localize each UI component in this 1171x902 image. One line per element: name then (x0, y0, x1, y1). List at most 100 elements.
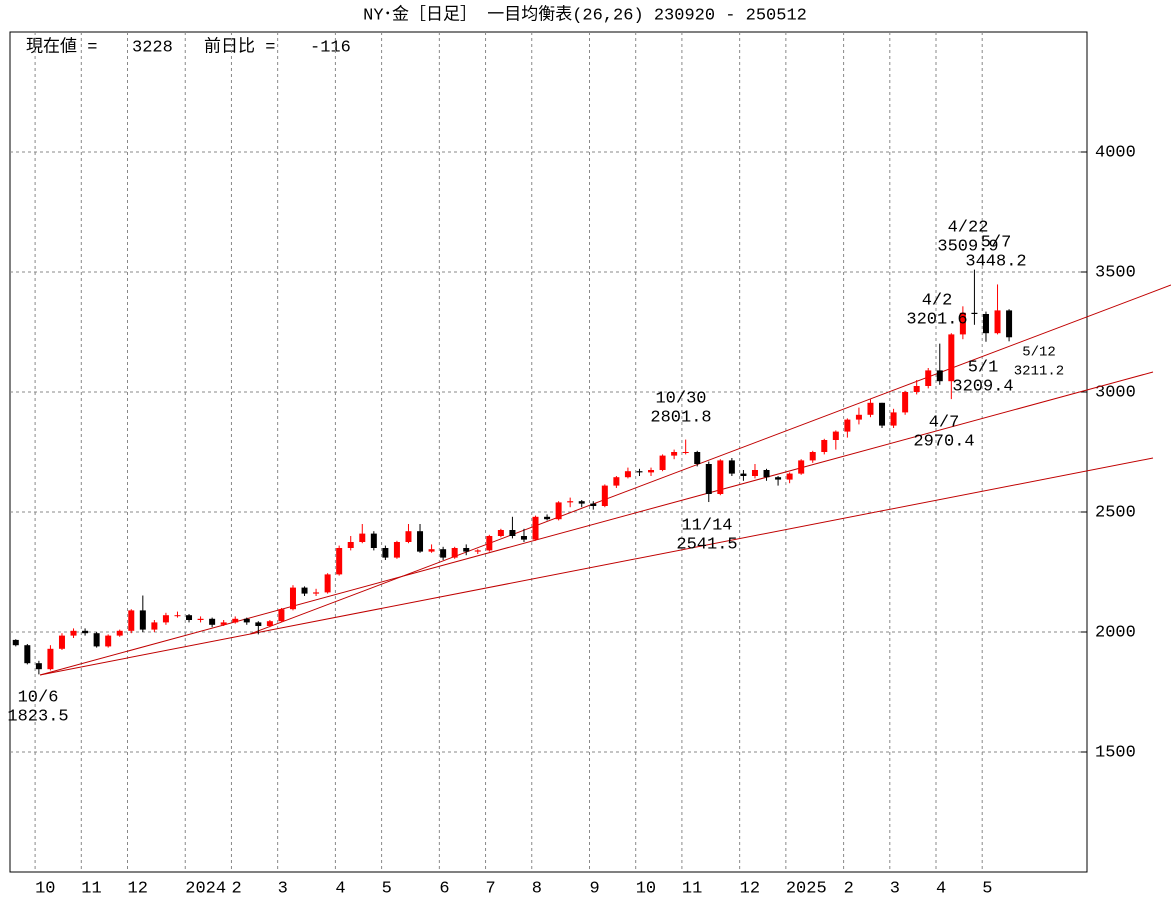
candle-body (971, 312, 978, 314)
candle-body (648, 470, 655, 473)
candle-body (497, 530, 504, 536)
candle-body (336, 548, 343, 575)
candle-body (994, 310, 1001, 334)
candle-body (613, 477, 620, 486)
candle-body (301, 587, 308, 594)
candle-body (590, 503, 597, 506)
x-tick-label: 10 (636, 879, 656, 898)
candle-body (405, 531, 412, 542)
candle-body (763, 470, 770, 478)
candle-body (232, 618, 239, 623)
candle-body (35, 663, 42, 670)
x-tick-label: 3 (278, 879, 288, 898)
annotation-date: 4/2 (922, 291, 953, 310)
candle-body (578, 501, 585, 504)
x-tick-label: 2 (844, 879, 854, 898)
annotation-date: 10/30 (655, 389, 706, 408)
candle-body (728, 460, 735, 474)
candle-body (879, 402, 886, 426)
candle-body (982, 314, 989, 334)
x-tick-label: 2025 (786, 879, 827, 898)
candle-body (959, 312, 966, 335)
info-value: 3228 (132, 38, 173, 57)
candle-body (902, 392, 909, 413)
candle-body (705, 464, 712, 494)
y-tick-label: 3500 (1095, 263, 1136, 282)
info-label: 現在値 = (26, 36, 97, 57)
candle-body (636, 471, 643, 473)
x-tick-label: 3 (890, 879, 900, 898)
candle-body (624, 471, 631, 478)
trend-line (249, 284, 1171, 635)
candle-body (24, 645, 31, 664)
candle-body (139, 610, 146, 630)
x-tick-label: 11 (81, 879, 101, 898)
x-tick-label: 8 (532, 879, 542, 898)
annotation-value: 3211.2 (1014, 364, 1064, 380)
candle-body (798, 460, 805, 474)
annotation-value: 3509.9 (937, 237, 998, 256)
candle-body (948, 334, 955, 382)
y-tick-label: 3000 (1095, 383, 1136, 402)
candle-body (347, 542, 354, 548)
annotation-date: 5/12 (1022, 345, 1056, 361)
candle-body (82, 630, 89, 634)
candle-body (116, 630, 123, 636)
annotation-date: 4/22 (948, 218, 989, 237)
candle-body (809, 452, 816, 461)
candle-body (855, 414, 862, 420)
candle-body (255, 622, 262, 626)
candle-body (174, 615, 181, 617)
annotation-value: 3201.6 (906, 310, 967, 329)
candle-body (775, 477, 782, 480)
candle-body (12, 639, 19, 646)
candle-body (359, 533, 366, 542)
candle-body (671, 452, 678, 456)
annotation-value: 2970.4 (913, 432, 974, 451)
candle-body (393, 542, 400, 558)
candle-body (821, 440, 828, 452)
annotation-value: 3209.4 (952, 377, 1013, 396)
candle-body (509, 530, 516, 536)
candle-body (555, 502, 562, 520)
x-tick-label: 10 (35, 879, 55, 898)
candle-body (601, 485, 608, 506)
candle-body (417, 531, 424, 552)
candle-body (278, 609, 285, 622)
x-tick-label: 5 (982, 879, 992, 898)
candle-body (70, 630, 77, 636)
candle-body (313, 592, 320, 594)
x-tick-label: 2 (231, 879, 241, 898)
candle-body (463, 548, 470, 552)
candle-body (151, 622, 158, 630)
x-tick-label: 12 (740, 879, 760, 898)
candle-body (105, 635, 112, 647)
info-label: 前日比 = (204, 36, 275, 57)
candle-body (428, 549, 435, 552)
candle-body (544, 516, 551, 520)
x-tick-label: 4 (335, 879, 345, 898)
x-tick-label: 2024 (185, 879, 226, 898)
annotation-value: 1823.5 (7, 707, 68, 726)
annotation-date: 11/14 (681, 516, 732, 535)
y-tick-label: 2000 (1095, 623, 1136, 642)
annotation-value: 2801.8 (650, 408, 711, 427)
x-tick-label: 6 (439, 879, 449, 898)
candle-body (1006, 310, 1013, 338)
annotation-date: 5/1 (968, 358, 999, 377)
plot-frame (9, 31, 1088, 873)
candle-body (451, 548, 458, 558)
candle-body (567, 501, 574, 503)
candle-body (47, 648, 54, 670)
candle-body (289, 587, 296, 610)
candle-body (209, 618, 216, 625)
candle-body (128, 610, 135, 631)
candle-body (93, 633, 100, 647)
annotation-value: 3448.2 (965, 252, 1026, 271)
trend-line (39, 457, 1154, 676)
candle-body (751, 470, 758, 476)
x-tick-label: 9 (590, 879, 600, 898)
candle-body (440, 549, 447, 558)
y-tick-label: 4000 (1095, 143, 1136, 162)
